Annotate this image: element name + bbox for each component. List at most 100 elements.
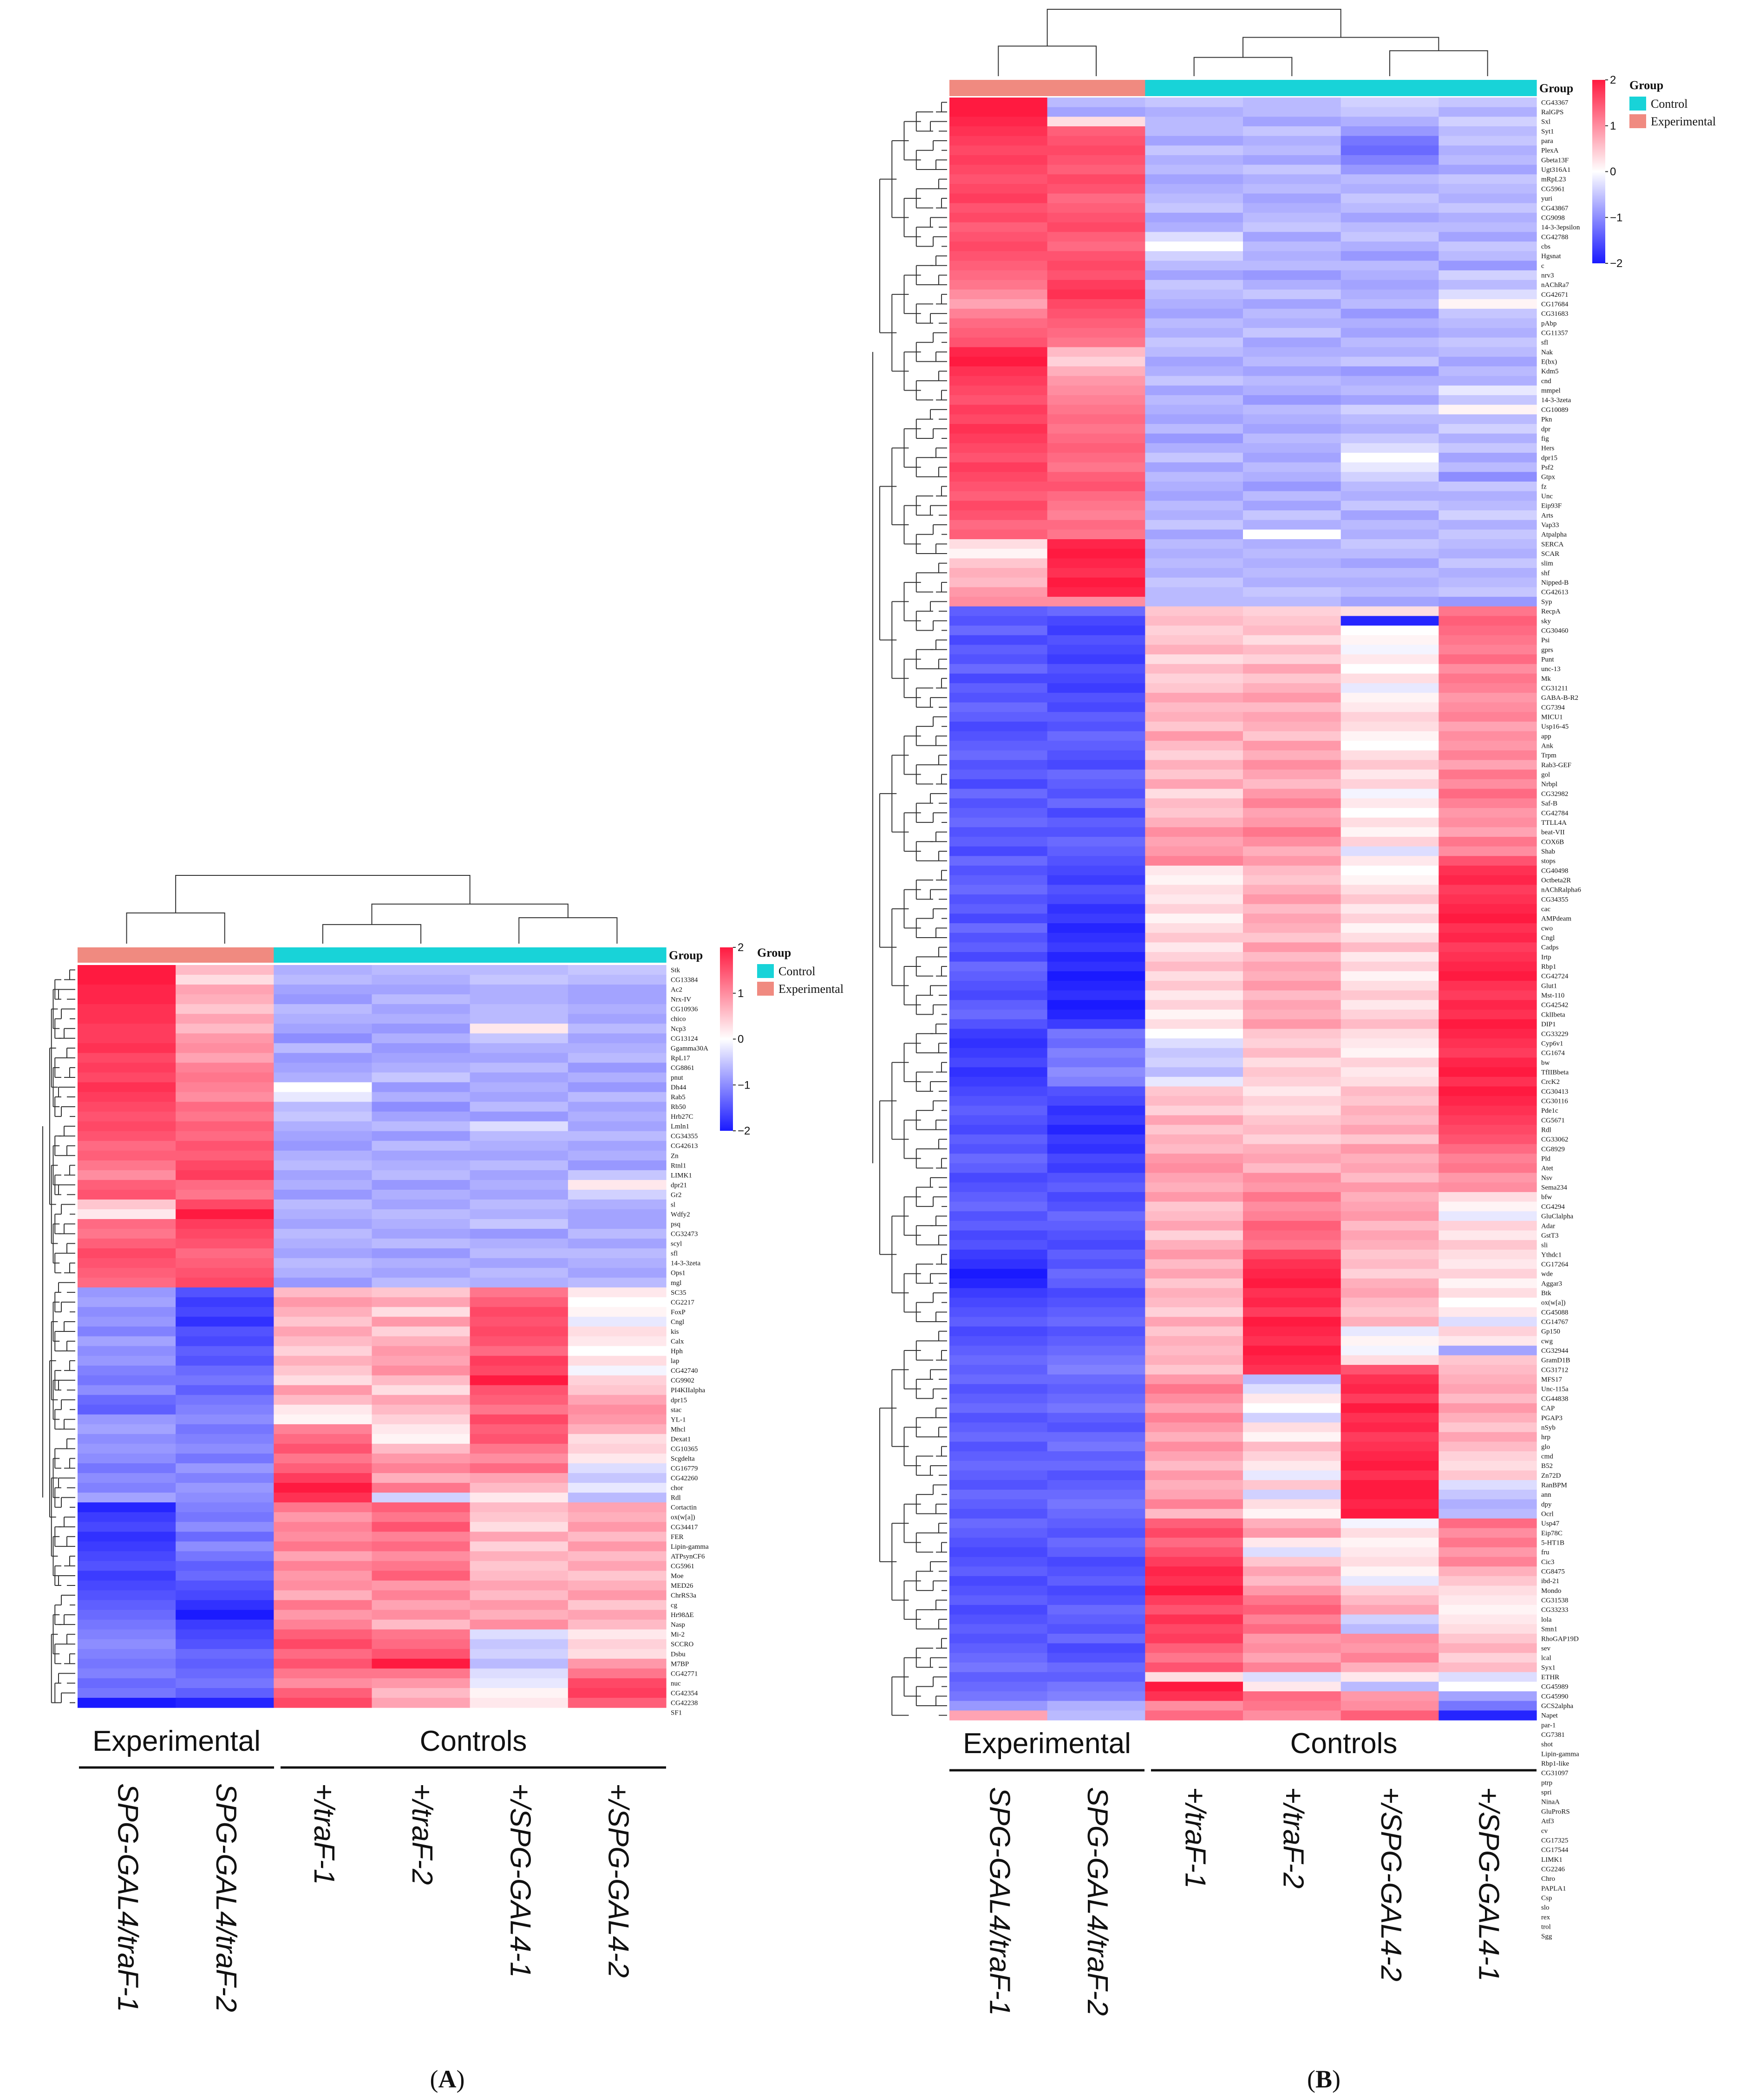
- pa-heatmap-cell: [568, 1571, 667, 1581]
- pa-heatmap-cell: [372, 1639, 471, 1650]
- pb-heatmap-cell: [1047, 1298, 1145, 1308]
- pb-heatmap-cell: [1145, 395, 1243, 405]
- pa-heatmap-cell: [176, 1014, 274, 1024]
- pb-heatmap-cell: [1243, 1499, 1341, 1509]
- pa-heatmap-cell: [274, 1346, 373, 1357]
- pa-heatmap-cell: [78, 1571, 176, 1581]
- pa-heatmap-cell: [176, 975, 274, 985]
- pa-heatmap-cell: [78, 1473, 176, 1483]
- pb-heatmap-cell: [1047, 1105, 1145, 1116]
- pb-heatmap-cell: [1047, 616, 1145, 626]
- pb-heatmap-cell: [1439, 827, 1537, 837]
- pb-heatmap-cell: [1047, 1067, 1145, 1077]
- pb-heatmap-cell: [1341, 452, 1439, 463]
- pb-heatmap-cell: [1341, 942, 1439, 952]
- pb-heatmap-cell: [1243, 155, 1341, 165]
- pb-heatmap-cell: [1047, 1643, 1145, 1653]
- pa-heatmap-cell: [78, 1121, 176, 1132]
- pb-heatmap-cell: [1439, 683, 1537, 693]
- pb-heatmap-cell: [949, 856, 1048, 866]
- pb-heatmap-cell: [1047, 750, 1145, 761]
- pb-row-label: CG17325: [1541, 1837, 1568, 1844]
- pa-heatmap-cell: [176, 1365, 274, 1376]
- pa-heatmap-cell: [78, 1697, 176, 1708]
- pb-heatmap-cell: [949, 1067, 1048, 1077]
- pa-heatmap-cell: [372, 1326, 471, 1337]
- pb-heatmap-cell: [1145, 481, 1243, 492]
- pb-heatmap-cell: [1439, 270, 1537, 280]
- pa-heatmap-cell: [176, 1532, 274, 1542]
- pb-heatmap-cell: [949, 760, 1048, 770]
- pb-heatmap-cell: [949, 664, 1048, 674]
- pb-heatmap-cell: [1243, 721, 1341, 732]
- pa-heatmap-cell: [176, 1522, 274, 1532]
- pb-row-label: CG2246: [1541, 1865, 1565, 1873]
- pb-heatmap-cell: [1047, 164, 1145, 175]
- pb-heatmap-cell: [1047, 308, 1145, 319]
- pb-heatmap-cell: [1047, 1538, 1145, 1548]
- pa-heatmap-cell: [568, 1375, 667, 1386]
- pa-heatmap-cell: [78, 1600, 176, 1611]
- pb-heatmap-cell: [1243, 1125, 1341, 1135]
- pa-heatmap-cell: [274, 1180, 373, 1190]
- pb-heatmap-cell: [949, 270, 1048, 280]
- pb-heatmap-cell: [1047, 894, 1145, 905]
- pb-heatmap-cell: [1145, 817, 1243, 828]
- pb-heatmap-cell: [949, 98, 1048, 108]
- pa-heatmap-cell: [274, 1209, 373, 1220]
- pb-row-label: Lipin-gamma: [1541, 1750, 1579, 1758]
- pb-heatmap-cell: [1047, 741, 1145, 751]
- pa-heatmap-cell: [470, 1375, 569, 1386]
- pb-heatmap-cell: [1243, 1249, 1341, 1260]
- pb-heatmap-cell: [1341, 606, 1439, 617]
- pb-heatmap-cell: [1439, 241, 1537, 252]
- pb-heatmap-cell: [1341, 846, 1439, 856]
- pb-heatmap-cell: [1243, 548, 1341, 559]
- pa-row-label: Scgdelta: [671, 1455, 695, 1462]
- pb-heatmap-cell: [1341, 990, 1439, 1001]
- pb-row-label: wde: [1541, 1271, 1553, 1278]
- pb-heatmap-cell: [1047, 1269, 1145, 1279]
- pa-heatmap-cell: [176, 1287, 274, 1298]
- pb-row-label: Rab3-GEF: [1541, 762, 1571, 769]
- pb-heatmap-cell: [1341, 193, 1439, 204]
- pa-heatmap-cell: [568, 1688, 667, 1698]
- pb-heatmap-cell: [1145, 1480, 1243, 1490]
- pb-heatmap-cell: [1047, 1451, 1145, 1461]
- pb-heatmap-cell: [949, 827, 1048, 837]
- pb-heatmap-cell: [949, 894, 1048, 905]
- pb-heatmap-cell: [949, 1374, 1048, 1384]
- pb-heatmap-cell: [949, 1076, 1048, 1087]
- pa-heatmap-cell: [274, 1522, 373, 1532]
- pb-heatmap-cell: [1145, 952, 1243, 962]
- pb-heatmap-cell: [1341, 357, 1439, 367]
- pb-heatmap-cell: [1439, 933, 1537, 943]
- pa-row-label: Zn: [671, 1152, 679, 1160]
- pb-heatmap-cell: [1047, 808, 1145, 818]
- pb-row-label: nAChRa7: [1541, 281, 1569, 289]
- pa-heatmap-cell: [274, 1336, 373, 1347]
- pa-heatmap-cell: [274, 1160, 373, 1171]
- pb-heatmap-cell: [1047, 587, 1145, 597]
- pb-row-label: fig: [1541, 435, 1549, 443]
- pb-heatmap-cell: [1243, 1365, 1341, 1375]
- pb-coldendro-exp: [998, 46, 1097, 76]
- pa-row-label: mgl: [671, 1279, 681, 1287]
- pb-row-label: gprs: [1541, 646, 1553, 654]
- pa-heatmap-cell: [470, 1346, 569, 1357]
- pa-heatmap-cell: [470, 1473, 569, 1483]
- pa-heatmap-cell: [176, 1102, 274, 1112]
- pb-heatmap-cell: [1243, 1048, 1341, 1058]
- pa-row-label: Rb50: [671, 1103, 686, 1111]
- pb-heatmap-cell: [1145, 347, 1243, 357]
- pb-heatmap-cell: [1145, 683, 1243, 693]
- pb-heatmap-cell: [1341, 1211, 1439, 1221]
- pa-heatmap-cell: [274, 1678, 373, 1689]
- pb-heatmap-cell: [1145, 1057, 1243, 1068]
- pa-heatmap-cell: [470, 1219, 569, 1229]
- pb-row-label: Rbp1-like: [1541, 1760, 1569, 1767]
- pb-heatmap-cell: [1341, 501, 1439, 511]
- pb-heatmap-cell: [1439, 126, 1537, 137]
- pa-heatmap-cell: [274, 1365, 373, 1376]
- pa-heatmap-cell: [176, 1580, 274, 1591]
